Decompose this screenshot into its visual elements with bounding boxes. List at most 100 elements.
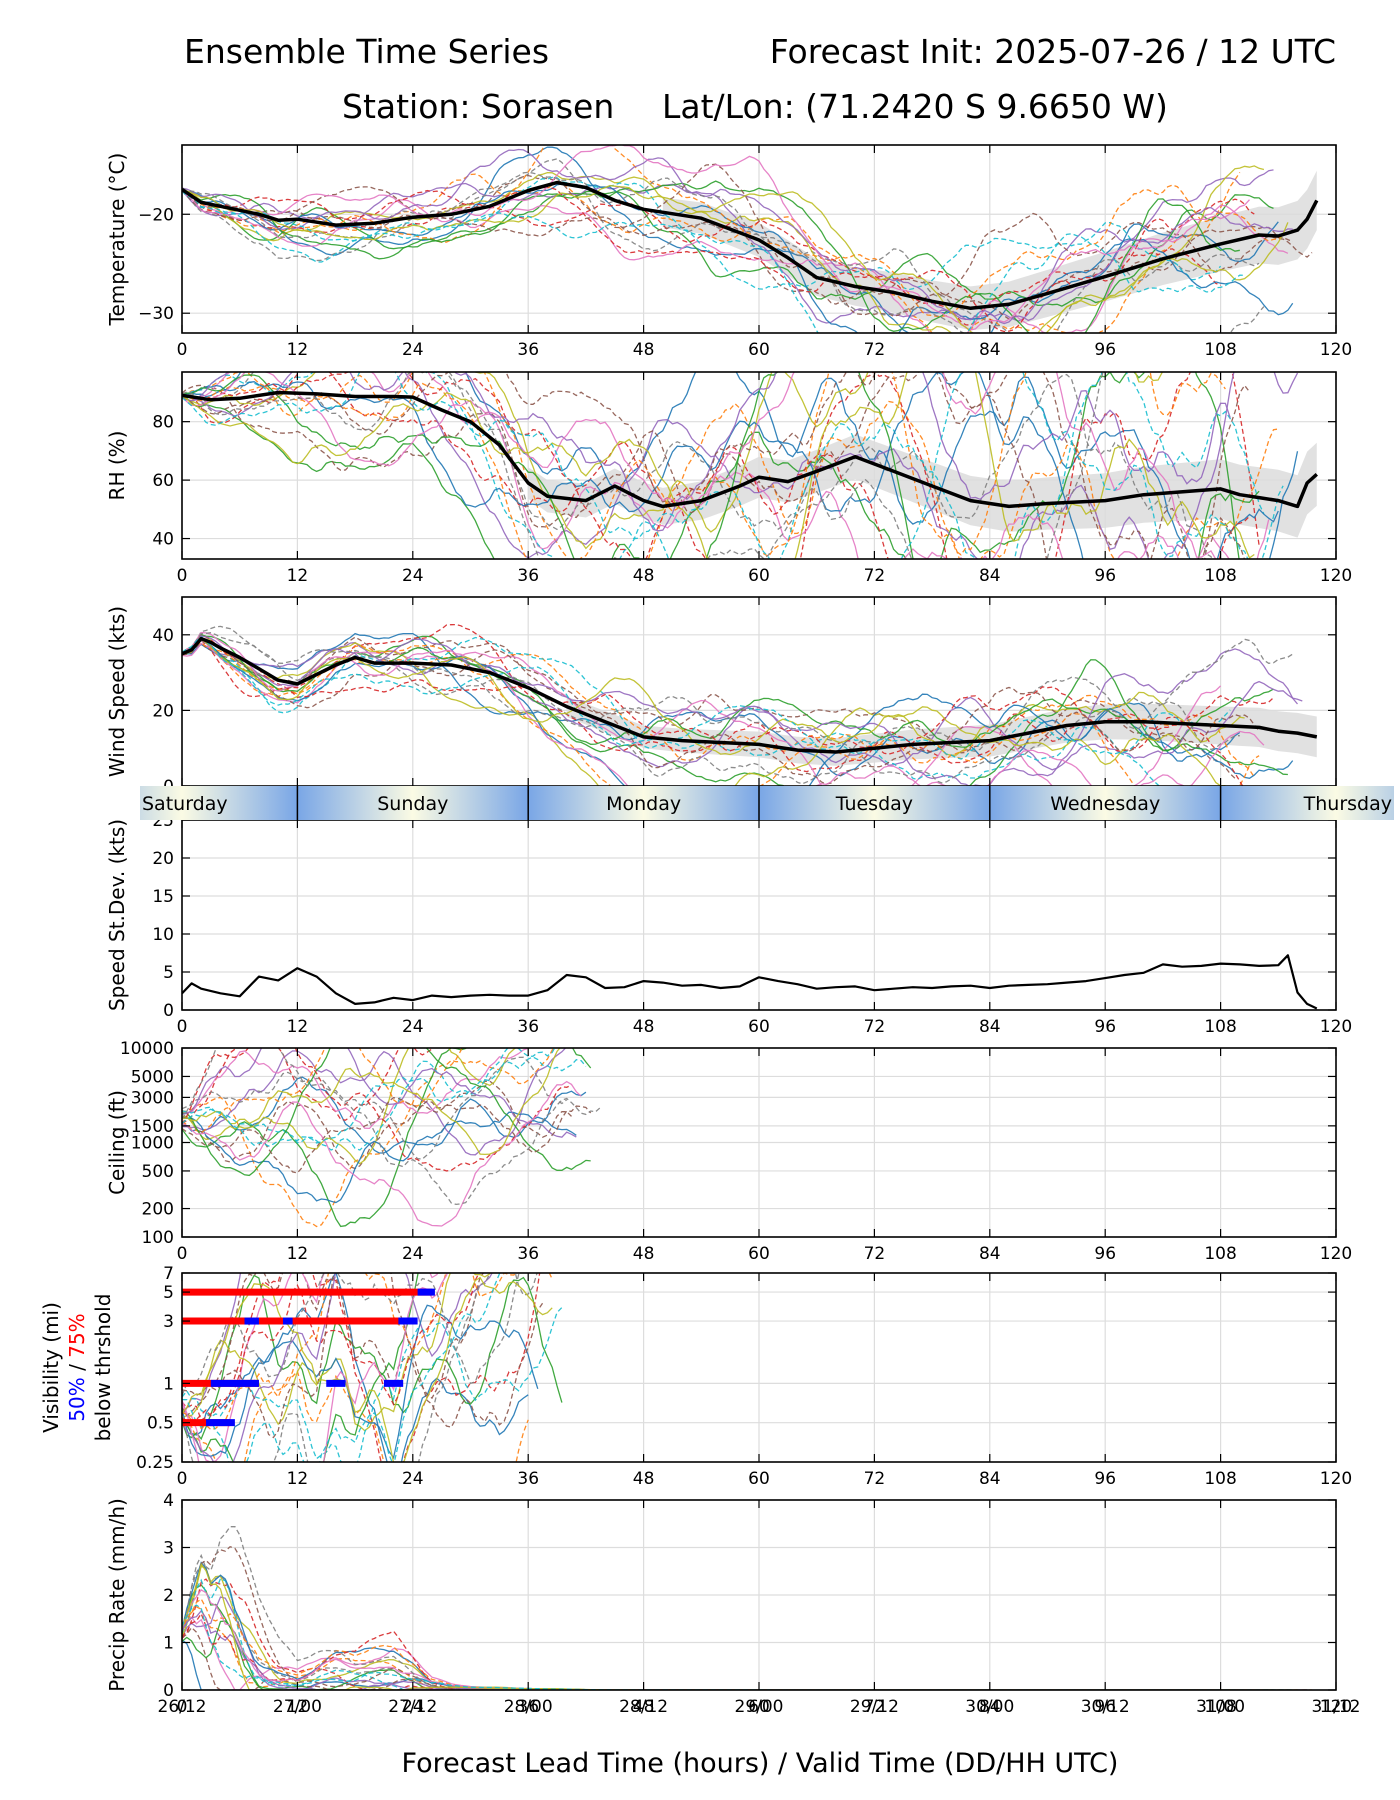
member-line <box>182 1048 572 1172</box>
member-line <box>182 189 1221 326</box>
x-tick-label: 72 <box>864 1697 886 1717</box>
x-tick-label: 108 <box>1204 1697 1236 1717</box>
member-line <box>182 639 1260 785</box>
day-label: Monday <box>606 793 681 815</box>
member-line <box>182 1273 541 1462</box>
member-line <box>182 372 1217 559</box>
member-line <box>182 1276 553 1462</box>
member-line <box>182 1273 480 1422</box>
x-tick-label: 12 <box>287 1469 309 1489</box>
x-tick-label: 48 <box>633 340 655 360</box>
y-tick-label: 10 <box>152 925 174 945</box>
member-line <box>182 1562 1298 1690</box>
x-tick-label: 12 <box>287 1017 309 1037</box>
valid-time-label: 29/00 <box>735 1697 784 1717</box>
member-line <box>182 1048 601 1206</box>
members-temperature <box>182 145 1313 333</box>
day-cell <box>528 786 759 820</box>
member-line <box>182 372 1260 559</box>
day-label: Tuesday <box>835 793 913 815</box>
member-line <box>182 1056 587 1147</box>
member-line <box>182 1273 337 1462</box>
member-line <box>182 1577 1231 1690</box>
day-cell <box>297 786 529 820</box>
x-tick-label: 60 <box>748 1017 770 1037</box>
valid-time-label: 27/00 <box>273 1697 322 1717</box>
x-tick-label: 36 <box>517 340 539 360</box>
member-line <box>182 184 1289 333</box>
y-tick-label: 0.5 <box>147 1414 174 1434</box>
member-line <box>182 1048 463 1134</box>
x-tick-label: 120 <box>1320 1469 1352 1489</box>
x-tick-label: 60 <box>748 1244 770 1264</box>
valid-time-label: 28/00 <box>504 1697 553 1717</box>
day-label: Sunday <box>377 793 448 815</box>
member-line <box>182 372 1255 559</box>
member-line <box>182 1080 582 1227</box>
valid-time-label: 31/00 <box>1196 1697 1245 1717</box>
valid-time-label: 28/12 <box>619 1697 668 1717</box>
x-tick-label: 24 <box>402 1697 424 1717</box>
y-tick-label: 20 <box>152 849 174 869</box>
day-band: Saturday Sunday Monday Tuesday Wednesday Thur… <box>140 786 1394 820</box>
x-tick-label: 60 <box>748 1697 770 1717</box>
y-tick-label: −20 <box>138 205 174 225</box>
panel-rh: 0 12 24 36 48 60 72 84 96 108 120 40 60 80 RH (%) <box>105 371 1352 586</box>
x-tick-label: 84 <box>979 340 1001 360</box>
member-line <box>182 1048 591 1177</box>
y-tick-label: 5000 <box>131 1067 174 1087</box>
member-line <box>182 625 1240 785</box>
y-tick-label: 10000 <box>120 1039 174 1059</box>
mean-line-temperature <box>182 180 1319 311</box>
x-tick-label: 48 <box>633 1469 655 1489</box>
member-line <box>182 642 1222 786</box>
x-tick-label: 84 <box>979 1017 1001 1037</box>
x-tick-label: 0 <box>177 1469 188 1489</box>
member-line <box>182 190 1245 333</box>
mean-line-wind_stdev <box>182 954 1318 1010</box>
x-tick-label: 108 <box>1204 1244 1236 1264</box>
mean-line-rh <box>182 390 1318 509</box>
x-tick-label: 96 <box>1094 1697 1116 1717</box>
member-line <box>182 641 1260 786</box>
grid-ceiling <box>181 1047 1337 1238</box>
threshold-bars <box>182 1288 435 1427</box>
x-tick-label: 12 <box>287 566 309 586</box>
x-tick-label: 12 <box>287 1697 309 1717</box>
x-tick-label: 0 <box>177 1244 188 1264</box>
x-tick-label: 108 <box>1204 566 1236 586</box>
member-line <box>182 372 1240 559</box>
member-line <box>182 372 1299 559</box>
y-tick-label: 20 <box>152 701 174 721</box>
member-line <box>182 1584 1274 1690</box>
y-axis-label-threshold: 50% / 75% <box>65 1313 89 1421</box>
x-tick-label: 60 <box>748 566 770 586</box>
x-tick-label: 36 <box>517 566 539 586</box>
y-tick-label: 5 <box>163 963 174 983</box>
day-label: Saturday <box>142 793 228 815</box>
title-left: Ensemble Time Series <box>184 32 549 71</box>
y-axis-label: Precip Rate (mm/h) <box>105 1498 129 1692</box>
ensemble-spread-temperature <box>662 170 1317 331</box>
day-cell <box>1220 786 1394 820</box>
x-tick-label: 12 <box>287 340 309 360</box>
x-tick-label: 36 <box>517 1244 539 1264</box>
y-tick-label: 200 <box>142 1200 174 1220</box>
member-line <box>182 1596 1245 1690</box>
member-line <box>182 1048 556 1151</box>
member-line <box>182 172 1241 333</box>
member-line <box>182 636 1236 779</box>
x-tick-label: 12 <box>287 1244 309 1264</box>
member-line <box>182 372 1279 559</box>
valid-time-label: 30/00 <box>965 1697 1014 1717</box>
member-line <box>182 372 1250 559</box>
day-cell <box>140 786 298 820</box>
x-tick-label: 120 <box>1320 340 1352 360</box>
member-line <box>182 1273 419 1462</box>
x-tick-label: 84 <box>979 1697 1001 1717</box>
x-tick-label: 24 <box>402 566 424 586</box>
y-axis-label: Ceiling (ft) <box>105 1090 129 1195</box>
y-tick-label: 3 <box>163 1539 174 1559</box>
